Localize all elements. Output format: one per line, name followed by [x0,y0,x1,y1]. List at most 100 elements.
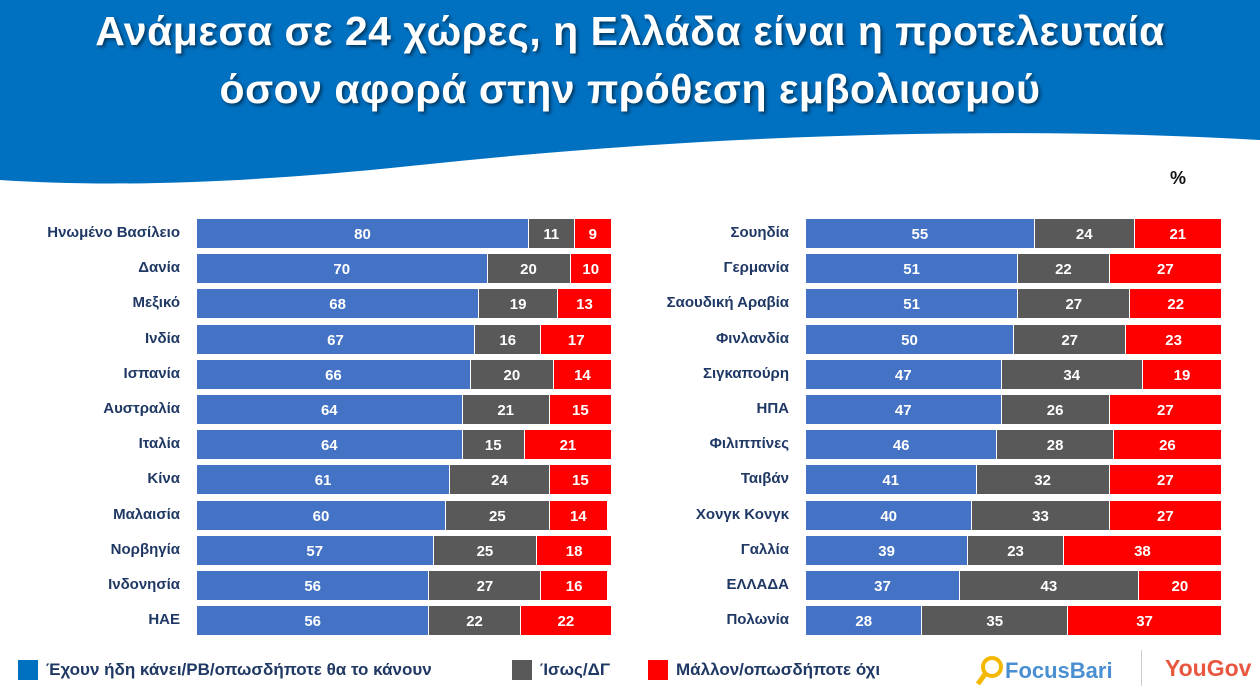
category-label: Πολωνία [726,611,789,629]
bar-segment-no: 14 [549,500,608,530]
category-label: Ιταλία [138,435,180,453]
bar-segment-maybe: 16 [475,324,542,354]
bar-segment-no: 22 [1130,289,1222,319]
bar-segment-maybe: 19 [479,289,559,319]
bar-segment-yes: 40 [806,500,973,530]
bar-segment-yes: 55 [806,219,1035,248]
category-label: Σιγκαπούρη [702,364,789,382]
category-label: Ταιβάν [740,470,789,488]
bar-segment-maybe: 32 [976,465,1110,495]
bar-segment-yes: 41 [806,465,977,495]
category-label: Ηνωμένο Βασίλειο [47,224,180,241]
bar-segment-maybe: 23 [968,535,1064,565]
category-label: Χονγκ Κονγκ [695,505,789,523]
bar-segment-maybe: 28 [997,430,1114,460]
bar-segment-maybe: 20 [487,254,571,284]
bar-segment-no: 26 [1113,430,1222,460]
legend-item-maybe: Ίσως/ΔΓ [512,660,610,680]
category-label: Γερμανία [723,259,789,277]
category-label: Κίνα [147,470,180,488]
bar-segment-maybe: 11 [529,219,575,248]
bar-segment-no: 9 [574,219,612,248]
category-label: Μεξικό [132,294,181,312]
category-label: ΕΛΛΑΔΑ [726,576,789,593]
bar-segment-maybe: 35 [922,606,1069,636]
bar-segment-yes: 39 [806,535,969,565]
bar-segment-no: 38 [1063,535,1222,565]
category-label: Αυστραλία [103,400,180,417]
bar-segment-no: 13 [558,289,612,319]
bar-segment-yes: 56 [197,571,430,600]
bar-segment-yes: 70 [197,254,488,284]
bar-segment-yes: 37 [806,571,960,600]
bar-segment-yes: 28 [806,606,923,636]
bar-segment-no: 20 [1138,571,1222,600]
category-label: Ισπανία [123,364,180,382]
legend-swatch [648,660,668,680]
category-label: Δανία [138,259,180,277]
bar-segment-no: 21 [1134,219,1222,248]
bar-segment-yes: 50 [806,324,1014,354]
bar-segment-yes: 68 [197,289,480,319]
bar-segment-maybe: 22 [1018,254,1110,284]
legend-item-no: Μάλλον/οπωσδήποτε όχι [648,660,880,680]
bar-segment-maybe: 25 [433,535,538,565]
legend-label: Έχουν ήδη κάνει/PB/οπωσδήποτε θα το κάνο… [46,660,432,679]
bar-segment-maybe: 24 [450,465,550,495]
bar-segment-yes: 61 [197,465,451,495]
bar-segment-maybe: 27 [1018,289,1131,319]
bar-segment-maybe: 33 [972,500,1110,530]
bar-segment-maybe: 21 [462,395,550,424]
yougov-logo: YouGov [1165,655,1252,681]
bar-segment-yes: 46 [806,430,998,460]
bar-segment-maybe: 15 [462,430,525,460]
header-banner [0,0,1260,184]
category-label: Φιλιππίνες [709,435,789,453]
bar-segment-maybe: 43 [959,571,1139,600]
bar-segment-no: 27 [1109,395,1222,424]
title-line-1: Ανάμεσα σε 24 χώρες, η Ελλάδα είναι η πρ… [95,8,1165,54]
logo-divider [1141,650,1142,686]
category-label: Σαουδική Αραβία [666,294,789,312]
bar-segment-maybe: 20 [470,359,554,389]
category-label: Μαλαισία [113,505,180,523]
legend-item-yes: Έχουν ήδη κάνει/PB/οπωσδήποτε θα το κάνο… [18,660,432,680]
bar-segment-no: 10 [570,254,612,284]
bar-segment-maybe: 34 [1001,359,1143,389]
category-label: ΗΑΕ [148,611,180,629]
bar-segment-yes: 47 [806,395,1002,424]
bar-segment-maybe: 24 [1034,219,1135,248]
magnifier-icon [975,656,1003,686]
bar-segment-maybe: 27 [429,571,542,600]
category-label: Ινδονησία [108,576,180,593]
bar-segment-yes: 67 [197,324,476,354]
unit-label: % [1170,168,1187,188]
bar-segment-no: 15 [549,465,612,495]
bar-segment-no: 14 [553,359,612,389]
bar-segment-yes: 66 [197,359,471,389]
bar-segment-no: 27 [1109,465,1222,495]
bar-segment-no: 17 [541,324,612,354]
legend-swatch [18,660,38,680]
bar-segment-no: 27 [1109,254,1222,284]
bar-segment-no: 23 [1126,324,1222,354]
legend-swatch [512,660,532,680]
bar-segment-yes: 64 [197,395,463,424]
bar-segment-yes: 51 [806,289,1019,319]
bar-segment-yes: 60 [197,500,446,530]
bar-segment-maybe: 25 [446,500,550,530]
bar-segment-no: 15 [549,395,612,424]
bar-segment-maybe: 27 [1014,324,1127,354]
legend-label: Μάλλον/οπωσδήποτε όχι [676,660,881,679]
category-label: ΗΠΑ [756,400,790,417]
category-label: Γαλλία [740,540,789,558]
bar-segment-yes: 64 [197,430,463,460]
bar-segment-no: 16 [541,571,608,600]
bar-segment-no: 27 [1109,500,1222,530]
category-label: Φινλανδία [715,329,789,347]
bar-segment-maybe: 22 [429,606,521,636]
bar-segment-yes: 47 [806,359,1002,389]
bar-segment-yes: 80 [197,219,529,248]
bar-segment-yes: 51 [806,254,1019,284]
bar-segment-maybe: 26 [1001,395,1110,424]
